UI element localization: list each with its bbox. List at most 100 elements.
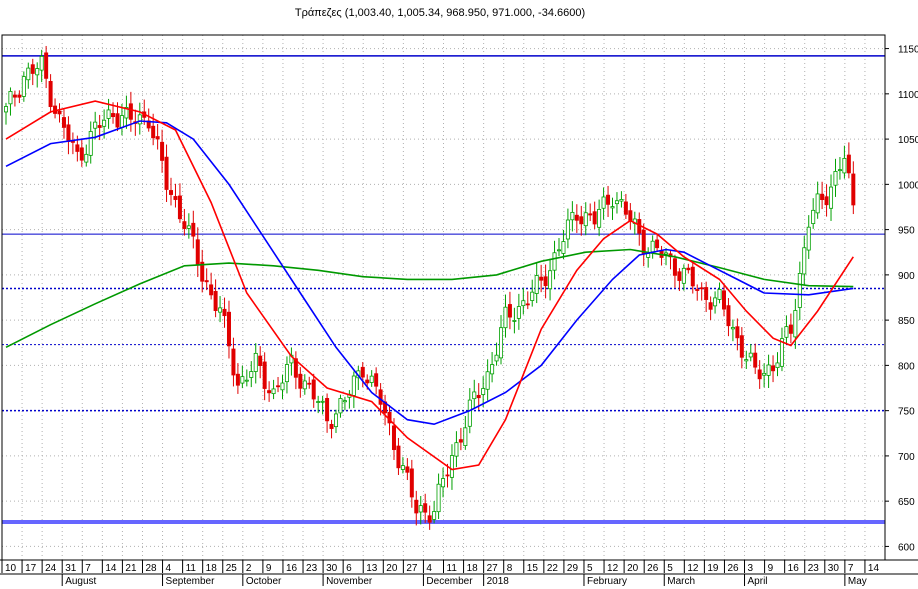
x-tick-label: 10: [5, 563, 17, 574]
candle-body: [316, 401, 321, 403]
horizontal-levels: [2, 55, 885, 524]
candle-body: [204, 280, 209, 283]
candle-body: [418, 505, 423, 513]
candle-body: [824, 196, 829, 206]
candle-body: [186, 225, 191, 229]
candle-body: [298, 373, 303, 389]
candle-body: [48, 81, 53, 108]
x-month-label: August: [65, 576, 96, 587]
x-tick-label: 28: [145, 563, 157, 574]
candle-body: [276, 385, 281, 388]
x-tick-label: 12: [607, 563, 619, 574]
x-tick-label: 7: [85, 563, 91, 574]
candle-body: [806, 226, 811, 251]
candle-body: [365, 379, 370, 384]
candle-body: [61, 117, 66, 128]
candle-body: [726, 305, 731, 327]
x-tick-label: 18: [467, 563, 479, 574]
x-tick-label: 24: [45, 563, 57, 574]
candle-body: [26, 67, 31, 81]
x-tick-label: 4: [426, 563, 432, 574]
candle-body: [837, 169, 842, 172]
candle-body: [307, 382, 312, 385]
x-tick-label: 27: [406, 563, 418, 574]
candle-body: [400, 465, 405, 470]
candle-body: [530, 291, 535, 301]
candle-body: [735, 326, 740, 339]
candle-body: [771, 365, 776, 372]
x-tick-label: 19: [707, 563, 719, 574]
candle-body: [704, 287, 709, 300]
candle-body: [17, 94, 22, 98]
x-month-label: September: [166, 576, 216, 587]
candle-body: [788, 324, 793, 334]
candle-body: [244, 379, 249, 382]
x-tick-label: 21: [125, 563, 137, 574]
y-tick-label: 650: [898, 497, 915, 508]
y-tick-label: 1100: [898, 90, 918, 101]
candle-body: [75, 144, 80, 152]
x-tick-label: 9: [266, 563, 272, 574]
candle-body: [271, 388, 276, 395]
candle-body: [472, 391, 477, 400]
x-tick-label: 12: [687, 563, 699, 574]
y-tick-label: 900: [898, 271, 915, 282]
candle-body: [766, 364, 771, 376]
x-tick-label: 3: [748, 563, 754, 574]
candle-body: [556, 249, 561, 252]
candle-body: [561, 241, 566, 254]
x-tick-label: 17: [25, 563, 37, 574]
candle-body: [458, 439, 463, 443]
candle-body: [218, 307, 223, 313]
candle-body: [191, 222, 196, 237]
candle-body: [151, 125, 156, 139]
x-tick-label: 20: [627, 563, 639, 574]
candle-body: [512, 320, 517, 322]
candle-body: [4, 106, 9, 113]
candle-body: [739, 335, 744, 358]
candle-body: [793, 310, 798, 338]
candle-body: [164, 156, 169, 190]
moving-averages: [5, 100, 854, 471]
candle-body: [597, 208, 602, 228]
candle-body: [846, 154, 851, 174]
y-tick-label: 950: [898, 226, 915, 237]
x-tick-label: 16: [788, 563, 800, 574]
candle-body: [396, 445, 401, 469]
x-tick-label: 30: [828, 563, 840, 574]
candle-body: [628, 210, 633, 222]
candle-body: [329, 423, 334, 429]
candle-body: [565, 219, 570, 240]
candle-body: [360, 366, 365, 378]
candle-body: [574, 214, 579, 221]
candle-body: [641, 229, 646, 255]
candle-body: [588, 213, 593, 216]
x-month-label: 2018: [487, 576, 510, 587]
x-tick-label: 7: [848, 563, 854, 574]
candle-body: [690, 266, 695, 287]
candle-body: [351, 375, 356, 396]
candle-body: [516, 306, 521, 319]
candle-body: [606, 194, 611, 205]
candle-body: [235, 373, 240, 386]
candle-body: [57, 110, 62, 115]
candle-body: [708, 302, 713, 310]
candle-body: [12, 94, 17, 98]
y-tick-label: 800: [898, 361, 915, 372]
candle-body: [409, 468, 414, 498]
x-tick-label: 26: [727, 563, 739, 574]
x-tick-label: 11: [186, 563, 197, 574]
x-tick-label: 4: [166, 563, 172, 574]
candle-body: [650, 240, 655, 253]
x-tick-label: 14: [105, 563, 117, 574]
candle-body: [779, 338, 784, 367]
candle-body: [200, 261, 205, 282]
candle-body: [539, 276, 544, 281]
candle-body: [699, 287, 704, 290]
candle-body: [748, 352, 753, 358]
candle-body: [445, 474, 450, 477]
candle-body: [655, 239, 660, 249]
candle-body: [481, 388, 486, 395]
x-tick-label: 11: [447, 563, 458, 574]
candle-body: [222, 308, 227, 317]
